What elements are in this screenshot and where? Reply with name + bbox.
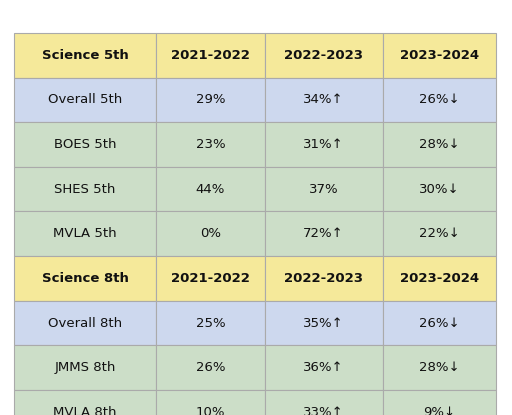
Text: 44%: 44% bbox=[196, 183, 225, 196]
Bar bbox=[265, 122, 383, 167]
Text: 72%↑: 72%↑ bbox=[303, 227, 344, 240]
Bar bbox=[265, 390, 383, 415]
Bar bbox=[14, 212, 156, 256]
Bar bbox=[14, 167, 156, 212]
Text: 10%: 10% bbox=[196, 406, 225, 415]
Bar bbox=[14, 78, 156, 122]
Bar bbox=[156, 78, 265, 122]
Text: 33%↑: 33%↑ bbox=[303, 406, 344, 415]
Bar bbox=[156, 256, 265, 301]
Text: Science 8th: Science 8th bbox=[41, 272, 129, 285]
Bar bbox=[383, 122, 496, 167]
Text: 28%↓: 28%↓ bbox=[419, 138, 460, 151]
Text: 29%: 29% bbox=[196, 93, 225, 106]
Text: 0%: 0% bbox=[200, 227, 221, 240]
Bar bbox=[156, 390, 265, 415]
Bar bbox=[383, 212, 496, 256]
Text: 23%: 23% bbox=[196, 138, 225, 151]
Bar bbox=[383, 390, 496, 415]
Text: 36%↑: 36%↑ bbox=[304, 361, 344, 374]
Text: JMMS 8th: JMMS 8th bbox=[54, 361, 116, 374]
Bar bbox=[14, 122, 156, 167]
Text: 26%↓: 26%↓ bbox=[419, 317, 460, 330]
Text: 2023-2024: 2023-2024 bbox=[400, 49, 479, 62]
Bar bbox=[156, 167, 265, 212]
Bar bbox=[156, 301, 265, 345]
Bar bbox=[383, 301, 496, 345]
Bar bbox=[265, 167, 383, 212]
Text: 34%↑: 34%↑ bbox=[304, 93, 344, 106]
Bar bbox=[383, 256, 496, 301]
Bar bbox=[156, 212, 265, 256]
Bar bbox=[14, 345, 156, 390]
Bar bbox=[383, 78, 496, 122]
Text: 31%↑: 31%↑ bbox=[303, 138, 344, 151]
Bar bbox=[383, 33, 496, 78]
Text: 2021-2022: 2021-2022 bbox=[171, 49, 250, 62]
Text: Science 5th: Science 5th bbox=[41, 49, 129, 62]
Bar bbox=[265, 78, 383, 122]
Text: 26%: 26% bbox=[196, 361, 225, 374]
Text: 37%: 37% bbox=[309, 183, 338, 196]
Text: 25%: 25% bbox=[196, 317, 225, 330]
Bar bbox=[383, 167, 496, 212]
Bar bbox=[265, 301, 383, 345]
Bar bbox=[156, 33, 265, 78]
Bar bbox=[14, 301, 156, 345]
Bar bbox=[265, 212, 383, 256]
Text: 22%↓: 22%↓ bbox=[419, 227, 460, 240]
Text: 35%↑: 35%↑ bbox=[303, 317, 344, 330]
Text: MVLA 8th: MVLA 8th bbox=[53, 406, 117, 415]
Text: 26%↓: 26%↓ bbox=[419, 93, 460, 106]
Bar bbox=[14, 390, 156, 415]
Bar bbox=[156, 122, 265, 167]
Bar bbox=[265, 345, 383, 390]
Bar bbox=[156, 345, 265, 390]
Text: 30%↓: 30%↓ bbox=[419, 183, 460, 196]
Bar bbox=[14, 33, 156, 78]
Text: 28%↓: 28%↓ bbox=[419, 361, 460, 374]
Bar bbox=[265, 33, 383, 78]
Text: BOES 5th: BOES 5th bbox=[54, 138, 116, 151]
Text: MVLA 5th: MVLA 5th bbox=[53, 227, 117, 240]
Text: 2023-2024: 2023-2024 bbox=[400, 272, 479, 285]
Text: Overall 5th: Overall 5th bbox=[48, 93, 122, 106]
Text: 2021-2022: 2021-2022 bbox=[171, 272, 250, 285]
Text: 2022-2023: 2022-2023 bbox=[284, 49, 363, 62]
Bar bbox=[14, 256, 156, 301]
Bar bbox=[383, 345, 496, 390]
Text: Overall 8th: Overall 8th bbox=[48, 317, 122, 330]
Bar bbox=[265, 256, 383, 301]
Text: 2022-2023: 2022-2023 bbox=[284, 272, 363, 285]
Text: 9%↓: 9%↓ bbox=[423, 406, 456, 415]
Text: SHES 5th: SHES 5th bbox=[54, 183, 116, 196]
